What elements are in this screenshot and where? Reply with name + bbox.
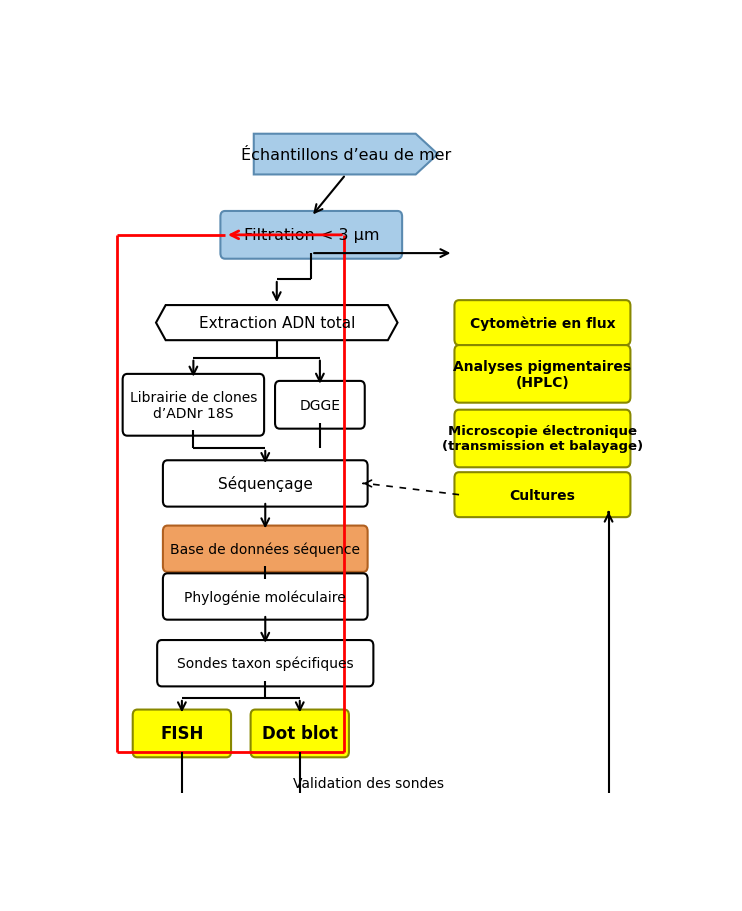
FancyBboxPatch shape xyxy=(163,526,367,572)
Polygon shape xyxy=(254,135,438,175)
FancyBboxPatch shape xyxy=(163,574,367,620)
Text: Extraction ADN total: Extraction ADN total xyxy=(199,316,355,331)
Text: Échantillons d’eau de mer: Échantillons d’eau de mer xyxy=(240,148,451,162)
FancyBboxPatch shape xyxy=(133,710,231,757)
FancyBboxPatch shape xyxy=(275,382,365,429)
Text: Phylogénie moléculaire: Phylogénie moléculaire xyxy=(185,589,346,604)
FancyBboxPatch shape xyxy=(454,473,631,517)
Text: FISH: FISH xyxy=(160,724,203,742)
FancyBboxPatch shape xyxy=(122,374,264,436)
Text: Cultures: Cultures xyxy=(510,488,575,502)
FancyBboxPatch shape xyxy=(454,301,631,345)
FancyBboxPatch shape xyxy=(220,211,402,260)
Text: Séquençage: Séquençage xyxy=(218,476,312,492)
Text: Librairie de clones
d’ADNr 18S: Librairie de clones d’ADNr 18S xyxy=(130,390,257,420)
Text: Filtration < 3 μm: Filtration < 3 μm xyxy=(243,228,379,243)
FancyBboxPatch shape xyxy=(251,710,349,757)
Text: Microscopie électronique
(transmission et balayage): Microscopie électronique (transmission e… xyxy=(442,425,643,453)
FancyBboxPatch shape xyxy=(454,410,631,467)
Text: Cytomètrie en flux: Cytomètrie en flux xyxy=(470,316,615,331)
Text: Base de données séquence: Base de données séquence xyxy=(170,542,361,557)
Text: DGGE: DGGE xyxy=(299,398,341,413)
FancyBboxPatch shape xyxy=(157,640,373,687)
Polygon shape xyxy=(156,306,398,341)
FancyBboxPatch shape xyxy=(163,461,367,507)
Text: Dot blot: Dot blot xyxy=(262,724,338,742)
Text: Analyses pigmentaires
(HPLC): Analyses pigmentaires (HPLC) xyxy=(453,360,631,390)
Text: Validation des sondes: Validation des sondes xyxy=(293,776,444,790)
Text: Sondes taxon spécifiques: Sondes taxon spécifiques xyxy=(177,656,354,670)
FancyBboxPatch shape xyxy=(454,345,631,404)
